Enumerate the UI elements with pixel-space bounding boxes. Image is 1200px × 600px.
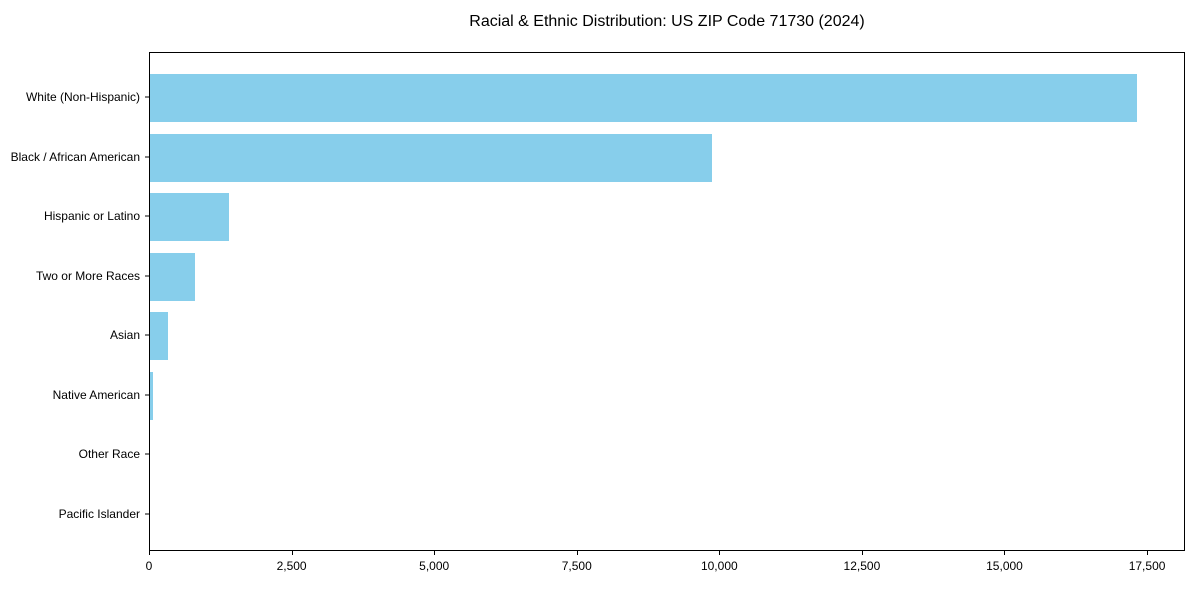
y-tick-label: Native American xyxy=(52,387,140,402)
y-tick-mark xyxy=(145,394,149,396)
y-tick-mark xyxy=(145,156,149,158)
x-tick-mark xyxy=(861,551,863,555)
y-tick-label: Pacific Islander xyxy=(58,506,140,521)
bar-native-american xyxy=(150,371,153,420)
y-tick-label: Other Race xyxy=(78,447,140,462)
y-tick-mark xyxy=(145,275,149,277)
x-tick-mark xyxy=(1004,551,1006,555)
y-tick-label: Black / African American xyxy=(10,149,140,164)
x-tick-mark xyxy=(149,551,150,555)
x-tick-mark xyxy=(291,551,293,555)
y-tick-mark xyxy=(145,453,149,455)
x-tick-label: 10,000 xyxy=(700,559,738,573)
x-tick-label: 12,500 xyxy=(843,559,881,573)
y-tick-mark xyxy=(145,334,149,336)
bar-black-african-american xyxy=(150,133,712,182)
y-tick-label: White (Non-Hispanic) xyxy=(25,90,140,104)
plot-area xyxy=(149,52,1185,551)
bar-hispanic-or-latino xyxy=(150,193,229,242)
y-tick-label: Hispanic or Latino xyxy=(43,209,140,224)
x-tick-mark xyxy=(434,551,436,555)
y-tick-mark xyxy=(145,215,149,217)
y-tick-label: Two or More Races xyxy=(35,268,140,283)
x-tick-label: 15,000 xyxy=(986,559,1023,573)
bar-two-or-more-races xyxy=(150,252,196,301)
y-tick-mark xyxy=(145,513,149,515)
y-tick-label: Asian xyxy=(109,328,140,343)
x-tick-label: 5,000 xyxy=(419,559,450,573)
x-tick-label: 17,500 xyxy=(1128,559,1166,573)
x-tick-mark xyxy=(1147,551,1149,555)
x-tick-mark xyxy=(576,551,578,555)
y-tick-mark xyxy=(145,96,149,98)
bar-asian xyxy=(150,312,169,361)
x-tick-label: 7,500 xyxy=(561,559,592,573)
x-tick-mark xyxy=(719,551,721,555)
x-tick-label: 0 xyxy=(145,559,153,573)
chart-title: Racial & Ethnic Distribution: US ZIP Cod… xyxy=(469,13,865,30)
x-tick-label: 2,500 xyxy=(276,559,307,573)
bar-white-non-hispanic xyxy=(150,74,1137,122)
